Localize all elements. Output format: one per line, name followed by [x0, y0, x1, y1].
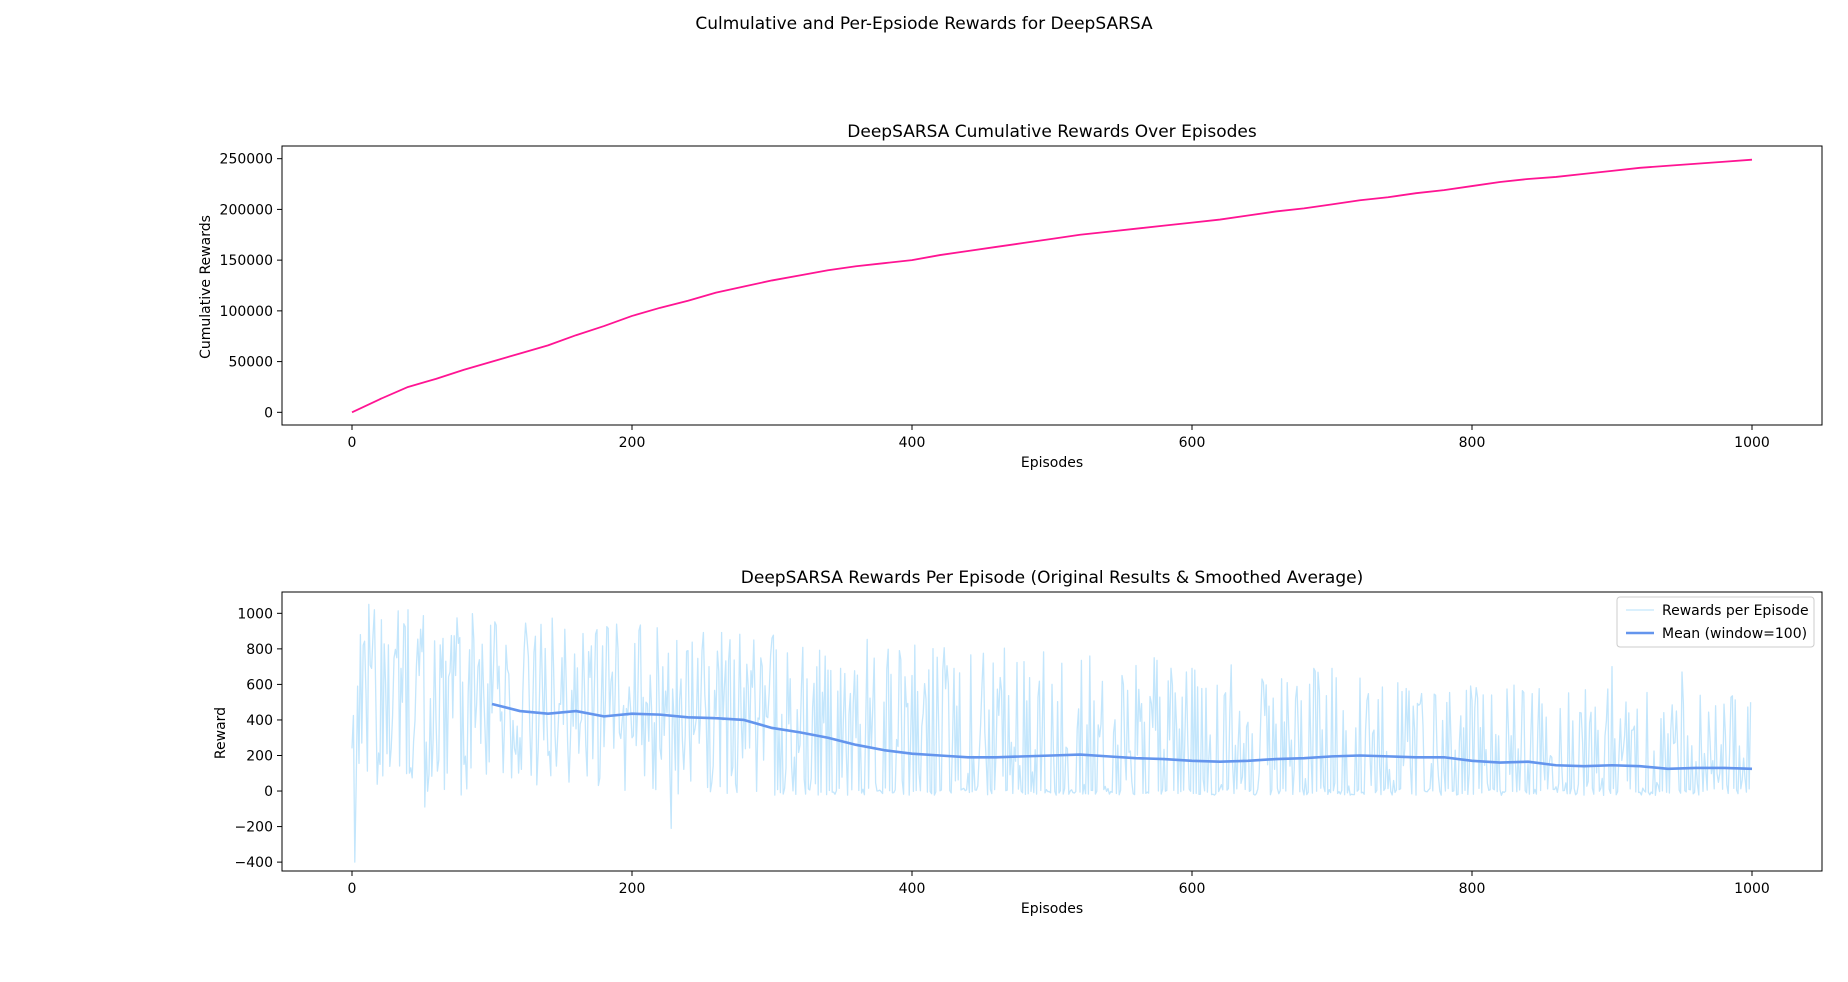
rewards-per-episode-line	[351, 603, 1752, 863]
cumulative-y-axis-label: Cumulative Rewards	[198, 215, 214, 359]
y-tick-label: 200000	[220, 202, 273, 218]
x-tick-label: 0	[348, 881, 357, 897]
axes-frame	[281, 591, 1823, 872]
x-tick-label: 1000	[1734, 435, 1770, 451]
y-tick-label: 0	[264, 405, 273, 421]
x-tick-label: 400	[899, 435, 926, 451]
x-tick-label: 800	[1459, 881, 1486, 897]
per-episode-chart-title: DeepSARSA Rewards Per Episode (Original …	[741, 568, 1363, 588]
figure-suptitle: Culmulative and Per-Epsiode Rewards for …	[695, 14, 1153, 34]
y-tick-label: 150000	[220, 253, 273, 269]
y-tick-label: −200	[235, 820, 273, 836]
y-tick-label: 800	[246, 642, 273, 658]
y-tick-label: 100000	[220, 304, 273, 320]
cumulative-x-axis-label: Episodes	[1021, 455, 1083, 471]
legend-frame	[1616, 596, 1815, 648]
x-tick-label: 0	[348, 435, 357, 451]
x-tick-label: 200	[619, 435, 646, 451]
y-tick-label: 400	[246, 713, 273, 729]
per-episode-x-axis-label: Episodes	[1021, 901, 1083, 917]
y-tick-label: 600	[246, 677, 273, 693]
y-tick-label: 50000	[228, 355, 273, 371]
x-tick-label: 600	[1179, 881, 1206, 897]
per-episode-rewards-panel: DeepSARSA Rewards Per Episode (Original …	[213, 568, 1823, 917]
y-tick-label: 200	[246, 748, 273, 764]
x-tick-label: 200	[619, 881, 646, 897]
per-episode-y-axis-label: Reward	[213, 707, 229, 759]
x-tick-label: 600	[1179, 435, 1206, 451]
cumulative-chart-title: DeepSARSA Cumulative Rewards Over Episod…	[847, 122, 1257, 142]
legend-label-mean-window-100: Mean (window=100)	[1662, 626, 1807, 642]
legend: Rewards per Episode Mean (window=100)	[1616, 596, 1815, 648]
x-tick-label: 800	[1459, 435, 1486, 451]
x-tick-label: 1000	[1734, 881, 1770, 897]
axes-frame	[281, 145, 1823, 426]
y-tick-label: 1000	[237, 606, 273, 622]
y-tick-label: 0	[264, 784, 273, 800]
x-tick-label: 400	[899, 881, 926, 897]
y-tick-label: −400	[235, 855, 273, 871]
legend-label-rewards-per-episode: Rewards per Episode	[1662, 603, 1809, 619]
cumulative-rewards-panel: DeepSARSA Cumulative Rewards Over Episod…	[198, 122, 1823, 471]
mean-window-line	[491, 702, 1753, 771]
cumulative-rewards-line	[351, 158, 1753, 414]
y-tick-label: 250000	[220, 152, 273, 168]
